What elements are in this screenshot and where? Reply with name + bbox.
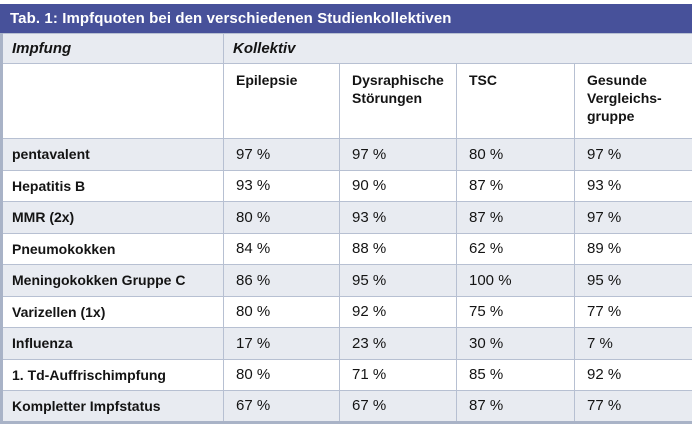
value-cell: 84 % xyxy=(223,232,340,265)
value-cell: 71 % xyxy=(339,358,457,391)
value-cell: 75 % xyxy=(456,295,575,328)
value-cell: 93 % xyxy=(573,169,692,202)
value-cell: 30 % xyxy=(456,327,575,360)
value-cell: 80 % xyxy=(223,295,340,328)
row-dimension-header: Impfung xyxy=(1,33,224,64)
table-row: 1. Td-Auffrischimpfung 80 % 71 % 85 % 92… xyxy=(1,358,692,391)
table-row: Varizellen (1x) 80 % 92 % 75 % 77 % xyxy=(1,295,692,328)
vaccination-table: Impfung Kollektiv Epilepsie Dysraphische… xyxy=(0,33,692,424)
column-header-tsc: TSC xyxy=(456,63,575,139)
row-label: 1. Td-Auffrischimpfung xyxy=(1,358,224,391)
value-cell: 95 % xyxy=(339,264,457,297)
value-cell: 80 % xyxy=(456,138,575,171)
row-label: pentavalent xyxy=(1,138,224,171)
row-label: Meningokokken Gruppe C xyxy=(1,264,224,297)
value-cell: 77 % xyxy=(573,295,692,328)
value-cell: 77 % xyxy=(573,390,692,423)
row-label: Influenza xyxy=(1,327,224,360)
value-cell: 100 % xyxy=(456,264,575,297)
value-cell: 87 % xyxy=(456,390,575,423)
column-group-header: Kollektiv xyxy=(222,33,692,64)
column-header-epilepsie: Epilepsie xyxy=(223,63,340,139)
value-cell: 97 % xyxy=(573,138,692,171)
value-cell: 86 % xyxy=(223,264,340,297)
column-header-gesunde-vergleichsgruppe: Gesunde Vergleichs-gruppe xyxy=(573,63,692,139)
value-cell: 88 % xyxy=(339,232,457,265)
row-label: Kompletter Impfstatus xyxy=(1,390,224,423)
table-row: Meningokokken Gruppe C 86 % 95 % 100 % 9… xyxy=(1,264,692,297)
value-cell: 97 % xyxy=(573,201,692,234)
value-cell: 89 % xyxy=(573,232,692,265)
table-row: Influenza 17 % 23 % 30 % 7 % xyxy=(1,327,692,360)
table-title-bar: Tab. 1: Impfquoten bei den verschiedenen… xyxy=(0,4,692,33)
value-cell: 92 % xyxy=(339,295,457,328)
value-cell: 67 % xyxy=(339,390,457,423)
column-header-row: Epilepsie Dysraphische Störungen TSC Ges… xyxy=(1,63,692,139)
table-row: Hepatitis B 93 % 90 % 87 % 93 % xyxy=(1,169,692,202)
value-cell: 80 % xyxy=(223,201,340,234)
row-label: MMR (2x) xyxy=(1,201,224,234)
dimension-header-row: Impfung Kollektiv xyxy=(1,33,692,64)
table-block: Tab. 1: Impfquoten bei den verschiedenen… xyxy=(0,4,692,424)
value-cell: 85 % xyxy=(456,358,575,391)
value-cell: 7 % xyxy=(573,327,692,360)
value-cell: 17 % xyxy=(223,327,340,360)
value-cell: 23 % xyxy=(339,327,457,360)
value-cell: 62 % xyxy=(456,232,575,265)
table-row: Pneumokokken 84 % 88 % 62 % 89 % xyxy=(1,232,692,265)
corner-cell xyxy=(1,63,224,139)
value-cell: 67 % xyxy=(223,390,340,423)
value-cell: 93 % xyxy=(223,169,340,202)
row-label: Hepatitis B xyxy=(1,169,224,202)
table-row: pentavalent 97 % 97 % 80 % 97 % xyxy=(1,138,692,171)
table-row: Kompletter Impfstatus 67 % 67 % 87 % 77 … xyxy=(1,390,692,423)
table-row: MMR (2x) 80 % 93 % 87 % 97 % xyxy=(1,201,692,234)
value-cell: 95 % xyxy=(573,264,692,297)
value-cell: 90 % xyxy=(339,169,457,202)
value-cell: 97 % xyxy=(339,138,457,171)
value-cell: 93 % xyxy=(339,201,457,234)
table-title: Tab. 1: Impfquoten bei den verschiedenen… xyxy=(10,10,452,27)
row-label: Pneumokokken xyxy=(1,232,224,265)
column-header-dysraphische-stoerungen: Dysraphische Störungen xyxy=(339,63,457,139)
value-cell: 87 % xyxy=(456,169,575,202)
value-cell: 80 % xyxy=(223,358,340,391)
value-cell: 97 % xyxy=(223,138,340,171)
value-cell: 87 % xyxy=(456,201,575,234)
row-label: Varizellen (1x) xyxy=(1,295,224,328)
value-cell: 92 % xyxy=(573,358,692,391)
